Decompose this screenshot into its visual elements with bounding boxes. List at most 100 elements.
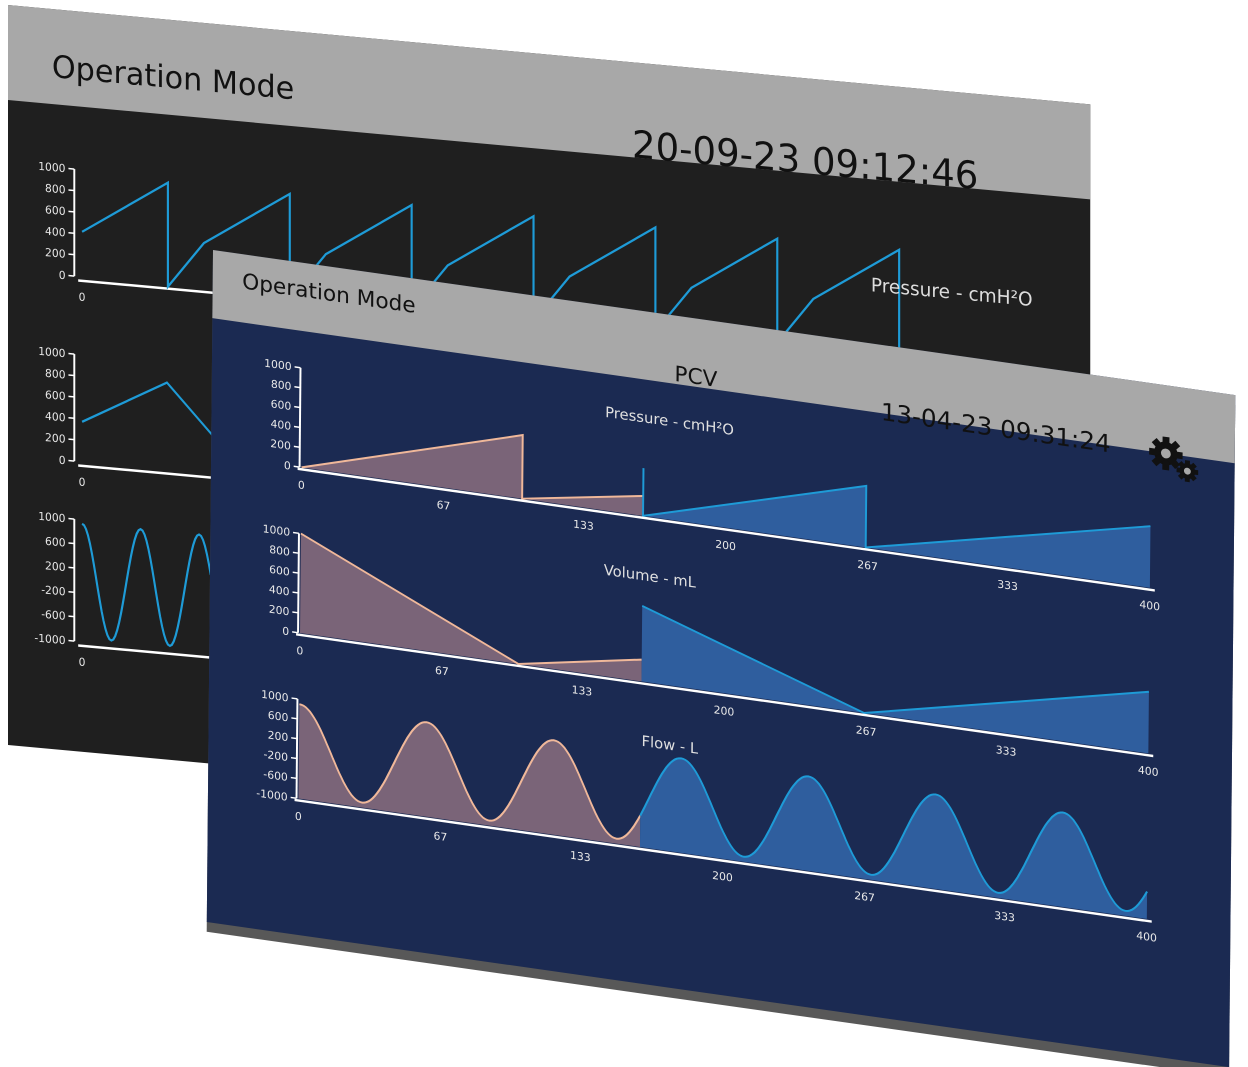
y-tick (292, 551, 299, 554)
y-tick (68, 253, 75, 256)
y-tick (68, 416, 75, 420)
x-tick-label: 0 (79, 475, 86, 489)
y-tick-label: 600 (268, 709, 289, 725)
y-tick (68, 210, 75, 213)
back-plot-label: Pressure - cmH²O (870, 274, 1033, 312)
y-tick (68, 395, 75, 398)
y-tick-label: 400 (45, 409, 66, 424)
y-axis (297, 533, 300, 633)
y-tick-label: -600 (263, 768, 288, 784)
y-tick-label: -600 (41, 608, 65, 623)
x-tick-label: 0 (79, 290, 86, 304)
y-tick-label: 600 (45, 203, 66, 218)
y-tick-label: 0 (59, 454, 66, 468)
mode-label: PCV (674, 362, 718, 393)
x-tick-label: 267 (857, 558, 878, 574)
y-tick-label: 200 (268, 728, 289, 744)
y-tick (290, 776, 297, 780)
y-tick-label: 0 (59, 269, 66, 283)
y-axis (295, 698, 299, 799)
y-tick-label: 200 (45, 246, 66, 261)
y-tick (293, 531, 299, 535)
y-tick (292, 591, 299, 594)
gears-icon[interactable] (1146, 431, 1201, 486)
x-axis (296, 633, 1154, 758)
flow-chart: 1000 600 200 -200 -600 -1000 0 67 133 200 267 333 40… (256, 688, 1157, 945)
y-tick-label: 1000 (263, 522, 291, 539)
y-tick-label: 400 (270, 417, 291, 433)
y-tick (291, 737, 298, 740)
x-tick-label: 267 (854, 889, 875, 905)
y-tick-label: 800 (269, 543, 290, 559)
y-tick-label: 1000 (38, 160, 65, 176)
y-tick-label: 1000 (38, 510, 65, 526)
y-tick (68, 542, 75, 545)
y-tick (68, 615, 75, 618)
history-series-area (300, 533, 642, 682)
x-tick-label: 400 (1136, 929, 1157, 945)
y-tick (292, 571, 299, 574)
x-tick-label: 200 (715, 538, 736, 554)
x-tick-label: 333 (996, 743, 1017, 759)
y-tick (68, 274, 75, 277)
back-datetime: 20-09-23 09:12:46 (632, 122, 979, 199)
back-trace (81, 180, 901, 354)
live-series-line (641, 605, 1150, 715)
live-series-area (643, 468, 1151, 588)
history-series-line (300, 532, 642, 665)
x-tick-label: 267 (856, 723, 877, 739)
x-tick-label: 200 (712, 869, 733, 885)
y-tick-label: 1000 (38, 345, 65, 361)
y-tick (294, 405, 301, 409)
y-tick-label: 800 (271, 377, 292, 393)
y-tick (291, 717, 298, 720)
y-tick-label: 800 (45, 182, 66, 197)
y-tick-label: 0 (284, 459, 291, 473)
y-tick-label: 200 (270, 437, 291, 453)
y-tick-label: -200 (263, 748, 288, 764)
x-tick-label: 133 (572, 683, 593, 699)
y-tick-label: 0 (282, 624, 289, 638)
y-tick-label: 1000 (264, 357, 292, 374)
live-series-area (641, 605, 1149, 754)
y-tick (293, 465, 300, 468)
x-tick-label: 200 (714, 703, 735, 719)
y-tick (68, 438, 75, 441)
y-tick (293, 445, 300, 448)
x-tick-label: 400 (1139, 598, 1160, 614)
y-tick (294, 425, 300, 429)
y-tick-label: -1000 (34, 631, 65, 647)
pressure-chart: 1000 800 600 400 200 00 67 133 200 267 333 400 (264, 357, 1160, 614)
back-window-title: Operation Mode (51, 49, 295, 108)
front-window: Operation Mode PCV 13-04-23 09:31:24 100… (206, 250, 1236, 1067)
x-axis (297, 467, 1155, 592)
x-tick-label: 67 (435, 664, 449, 679)
y-tick-label: -1000 (256, 787, 288, 804)
x-tick-label: 0 (298, 478, 305, 492)
x-tick-label: 333 (997, 578, 1018, 594)
live-series-line (642, 467, 1151, 549)
y-tick-label: 600 (45, 535, 66, 550)
y-tick-label: 200 (45, 431, 66, 446)
y-tick (294, 386, 301, 389)
y-tick (68, 566, 75, 569)
y-tick (294, 366, 301, 369)
x-tick-label: 67 (433, 829, 447, 844)
x-axis (294, 798, 1152, 923)
y-tick (68, 231, 75, 235)
y-tick-label: -200 (41, 583, 65, 598)
y-tick (291, 697, 298, 700)
y-tick (290, 796, 297, 799)
x-tick-label: 67 (437, 498, 451, 513)
x-tick-label: 133 (573, 517, 594, 533)
y-tick-label: 800 (45, 367, 66, 382)
y-tick (68, 639, 75, 642)
y-tick (68, 374, 75, 377)
y-tick (68, 459, 75, 462)
y-axis (298, 367, 302, 468)
y-tick (68, 590, 75, 594)
y-tick-label: 600 (45, 388, 66, 403)
y-tick-label: 600 (271, 397, 292, 413)
y-tick (292, 631, 299, 634)
y-tick-label: 400 (45, 224, 66, 239)
